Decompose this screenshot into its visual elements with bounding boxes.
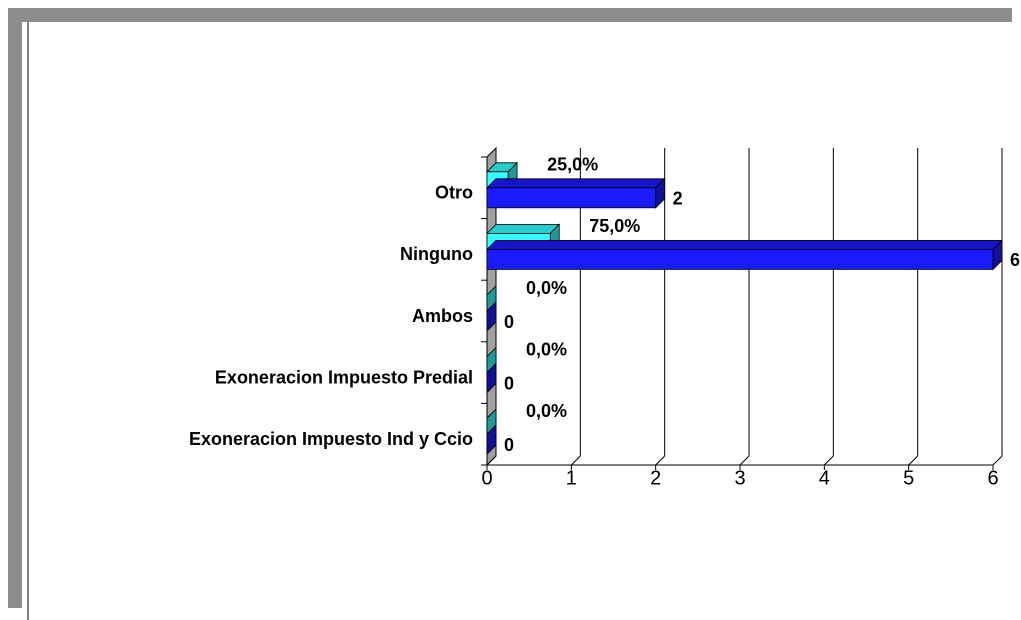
x-tick-label: 4 xyxy=(819,467,830,489)
bar-top xyxy=(486,239,1003,250)
floor-line xyxy=(570,455,581,466)
frame-shadow-left xyxy=(8,8,22,608)
bar xyxy=(486,187,657,209)
bar-side xyxy=(486,362,497,394)
data-label: 0,0% xyxy=(526,339,567,359)
data-label: 75,0% xyxy=(589,216,640,236)
data-label: 2 xyxy=(673,189,683,209)
bar-top xyxy=(486,178,666,189)
floor-line xyxy=(823,455,834,466)
data-label: 0 xyxy=(504,435,514,455)
data-label: 0 xyxy=(504,312,514,332)
bar xyxy=(486,248,994,270)
data-label: 0,0% xyxy=(526,401,567,421)
bar-top xyxy=(486,223,561,234)
data-label: 6 xyxy=(1010,250,1020,270)
data-label: 25,0% xyxy=(547,155,598,175)
chart-area xyxy=(22,22,1012,608)
data-label: 0 xyxy=(504,373,514,393)
y-tick-label: Exoneracion Impuesto Ind y Ccio xyxy=(189,429,473,449)
x-tick-label: 2 xyxy=(650,467,661,489)
floor-line xyxy=(992,455,1003,466)
floor-line xyxy=(486,455,497,466)
x-tick-label: 0 xyxy=(481,467,492,489)
y-tick-label: Ninguno xyxy=(400,244,473,264)
x-tick-label: 5 xyxy=(903,467,914,489)
y-tick-label: Ambos xyxy=(412,306,473,326)
floor-line xyxy=(739,455,750,466)
floor-line xyxy=(655,455,666,466)
data-label: 0,0% xyxy=(526,278,567,298)
bar-side xyxy=(486,301,497,332)
y-tick-label: Exoneracion Impuesto Predial xyxy=(215,367,473,387)
floor-line xyxy=(908,455,919,466)
x-tick-label: 6 xyxy=(987,467,998,489)
x-tick-label: 3 xyxy=(734,467,745,489)
x-tick-label: 1 xyxy=(566,467,577,489)
frame-shadow-top xyxy=(8,8,1012,22)
bar-side xyxy=(486,424,497,456)
y-tick-label: Otro xyxy=(435,183,473,203)
